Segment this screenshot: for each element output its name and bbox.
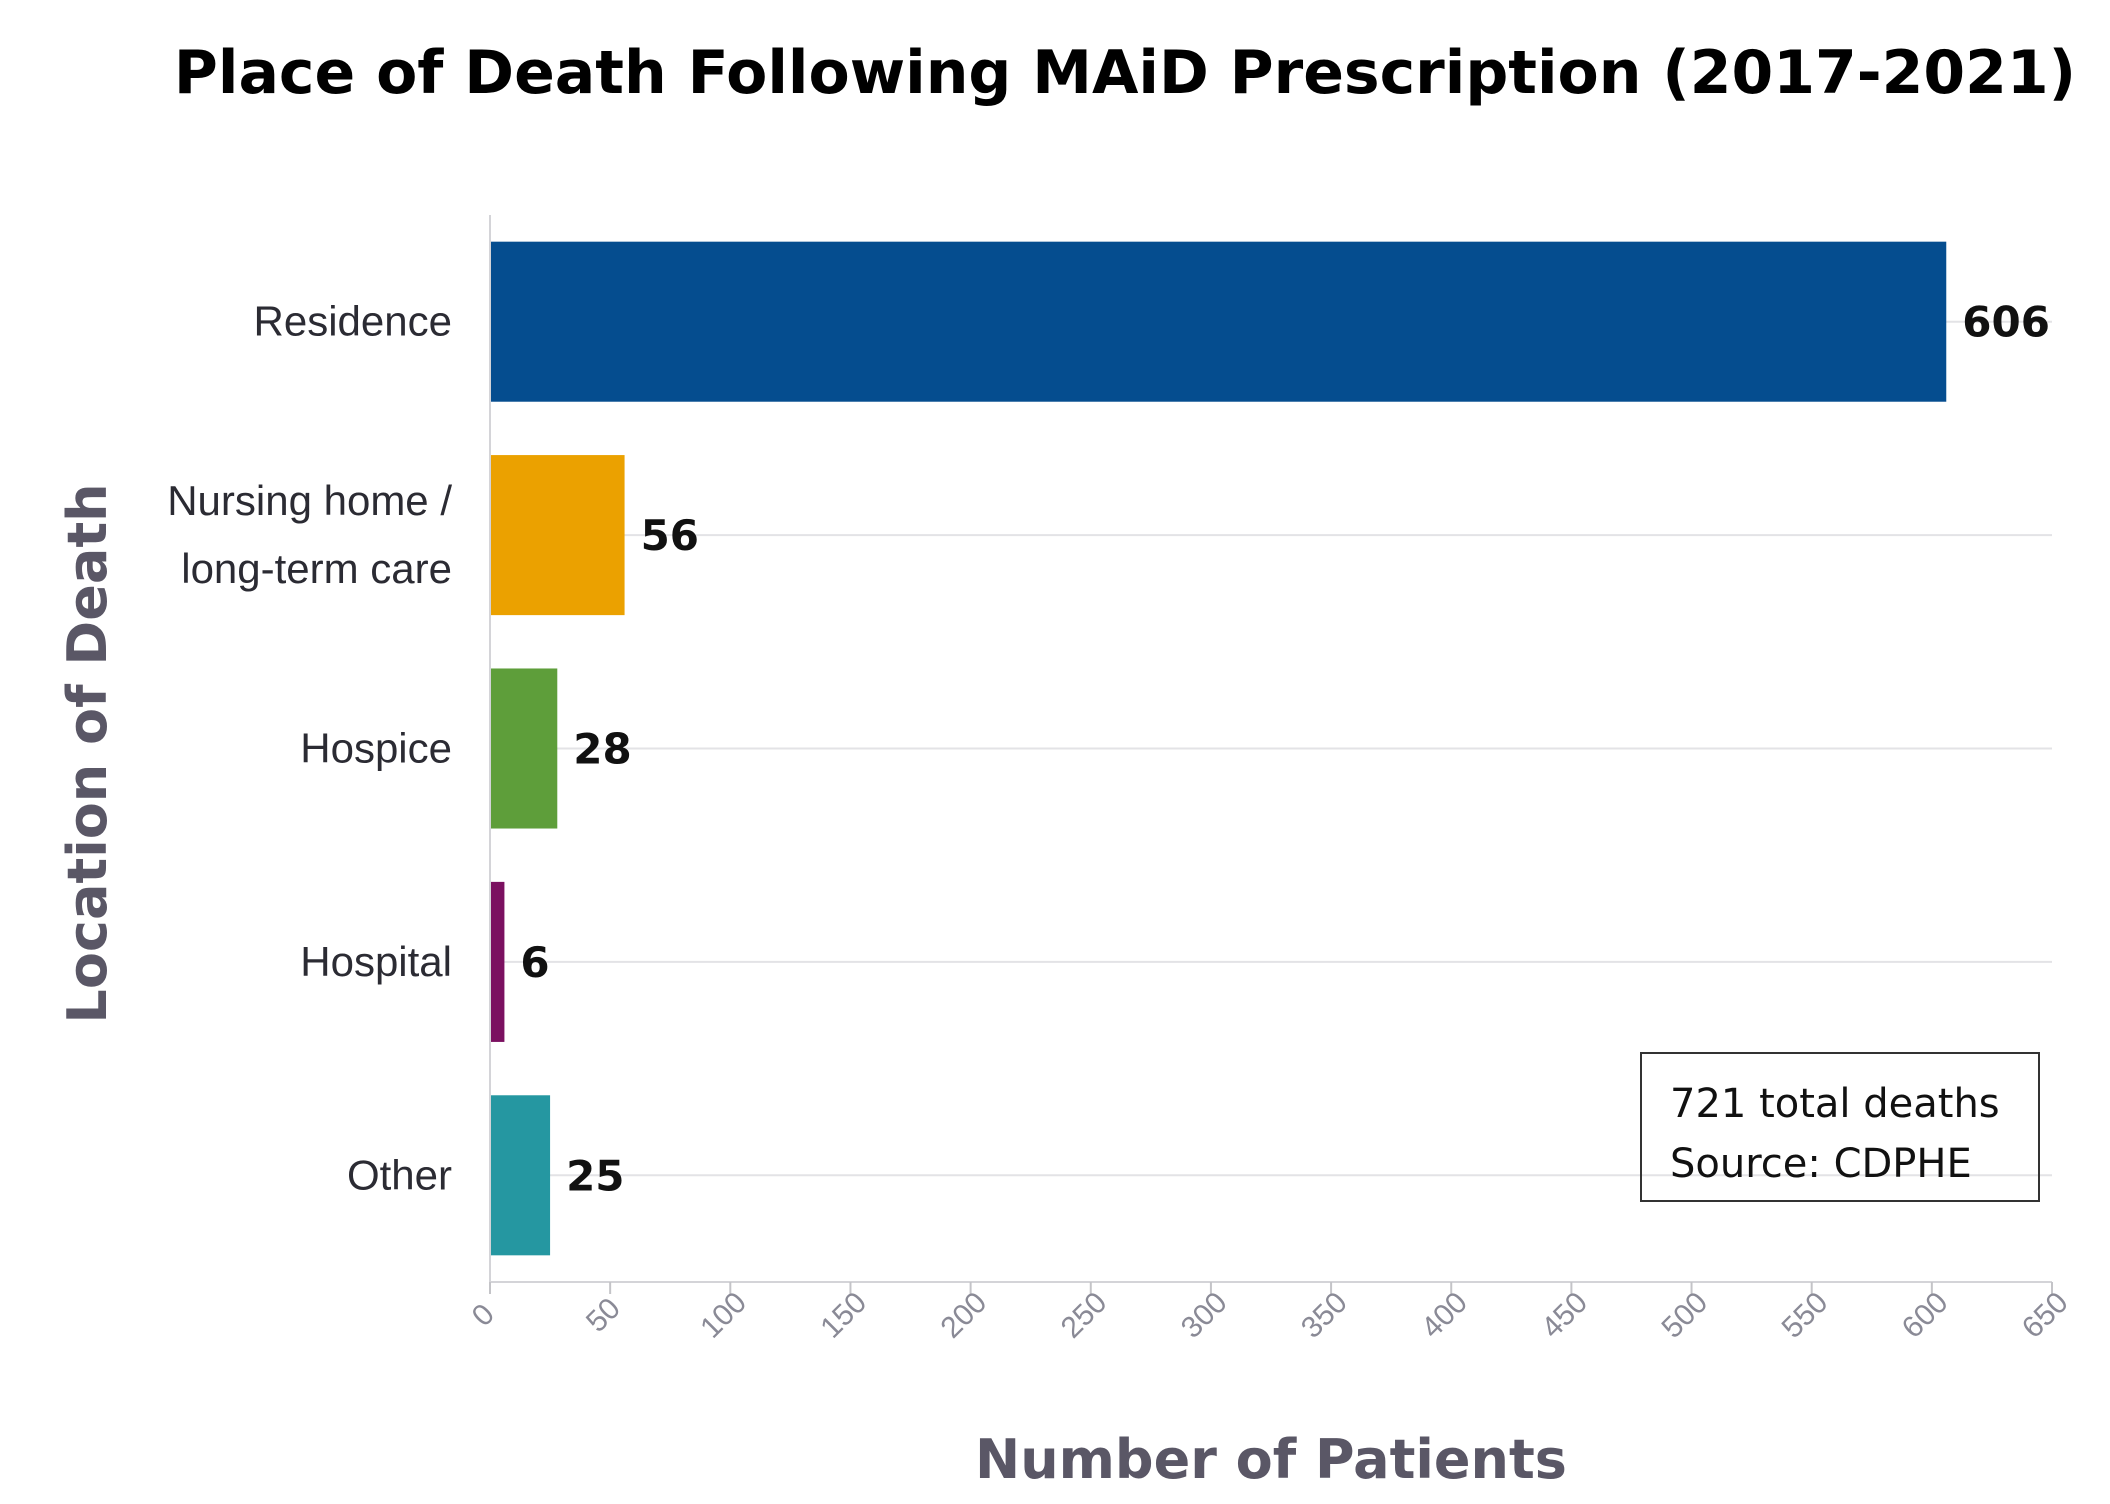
chart-title: Place of Death Following MAiD Prescripti… (173, 38, 2077, 108)
bar (490, 668, 558, 829)
bar (490, 1095, 551, 1256)
source-note: Source: CDPHE (1670, 1141, 1972, 1187)
x-tick-label: 0 (466, 1298, 501, 1333)
x-axis-title: Number of Patients (975, 1428, 1567, 1491)
x-tick-label: 300 (1175, 1286, 1234, 1345)
x-tick-label: 500 (1655, 1286, 1714, 1345)
x-tick-label: 350 (1295, 1286, 1354, 1345)
x-tick-label: 650 (2016, 1286, 2075, 1345)
gridlines (490, 320, 2052, 1177)
category-label: Nursing home / long-term care (167, 477, 452, 592)
x-tick-label: 100 (694, 1286, 753, 1345)
bar (490, 881, 505, 1042)
x-tick-label: 250 (1055, 1286, 1114, 1345)
x-tick-label: 550 (1776, 1286, 1835, 1345)
x-tick-label: 50 (580, 1292, 627, 1339)
x-tick-label: 150 (814, 1286, 873, 1345)
category-label: Other (347, 1151, 452, 1198)
x-tick-label: 450 (1535, 1286, 1594, 1345)
data-label: 28 (573, 725, 631, 774)
category-label: Hospital (300, 938, 452, 985)
bar (490, 241, 1947, 402)
category-label: Hospice (300, 725, 452, 772)
annotation-box: 721 total deaths Source: CDPHE (1640, 1052, 2040, 1202)
bars: 606 56 28 6 25 (490, 241, 2050, 1256)
x-tick-label: 600 (1896, 1286, 1955, 1345)
data-label: 25 (566, 1151, 624, 1200)
bar (490, 455, 625, 616)
data-label: 6 (520, 938, 549, 987)
y-axis-title: Location of Death (56, 483, 119, 1023)
x-tick-label: 400 (1415, 1286, 1474, 1345)
data-label: 606 (1962, 298, 2050, 347)
total-deaths-note: 721 total deaths (1670, 1081, 2000, 1127)
category-label: Residence (254, 298, 452, 345)
x-tick-label: 200 (935, 1286, 994, 1345)
data-label: 56 (641, 511, 699, 560)
